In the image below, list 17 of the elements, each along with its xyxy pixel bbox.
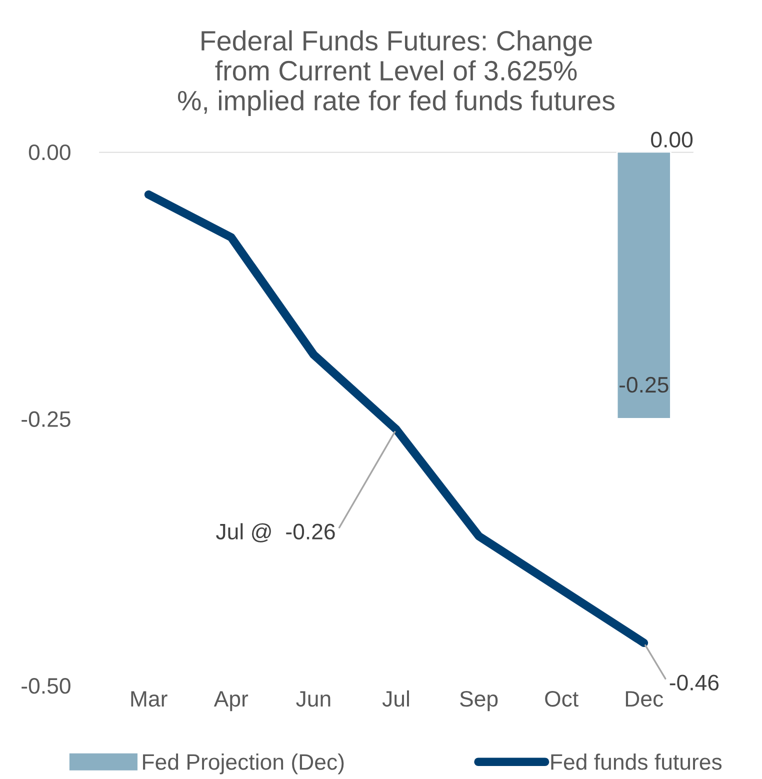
- legend-label: Fed Projection (Dec): [143, 754, 344, 774]
- x-tick-label: Apr: [214, 691, 248, 712]
- annotation: -0.46: [670, 674, 719, 690]
- annotation: Jul @ -0.26: [216, 523, 335, 542]
- x-tick-label: Jun: [296, 691, 330, 707]
- text: 0.00: [651, 132, 693, 148]
- x-tick-label: Mar: [131, 691, 168, 707]
- y-tick-label: 0.00: [28, 144, 70, 160]
- data-label: -0.25: [620, 376, 668, 393]
- chart-title: Federal Funds Futures: Change from Current Level of 3.625% %, implied rate for fed funds futures: [178, 30, 614, 116]
- x-tick-label: Sep: [460, 690, 498, 712]
- x-tick-label: Oct: [545, 690, 578, 707]
- legend-label: Fed funds futures: [551, 754, 722, 770]
- y-tick-label: -0.50: [22, 678, 70, 694]
- x-tick-label: Jul: [382, 690, 409, 707]
- y-tick-label: -0.25: [22, 411, 70, 427]
- x-tick-label: Dec: [626, 691, 664, 707]
